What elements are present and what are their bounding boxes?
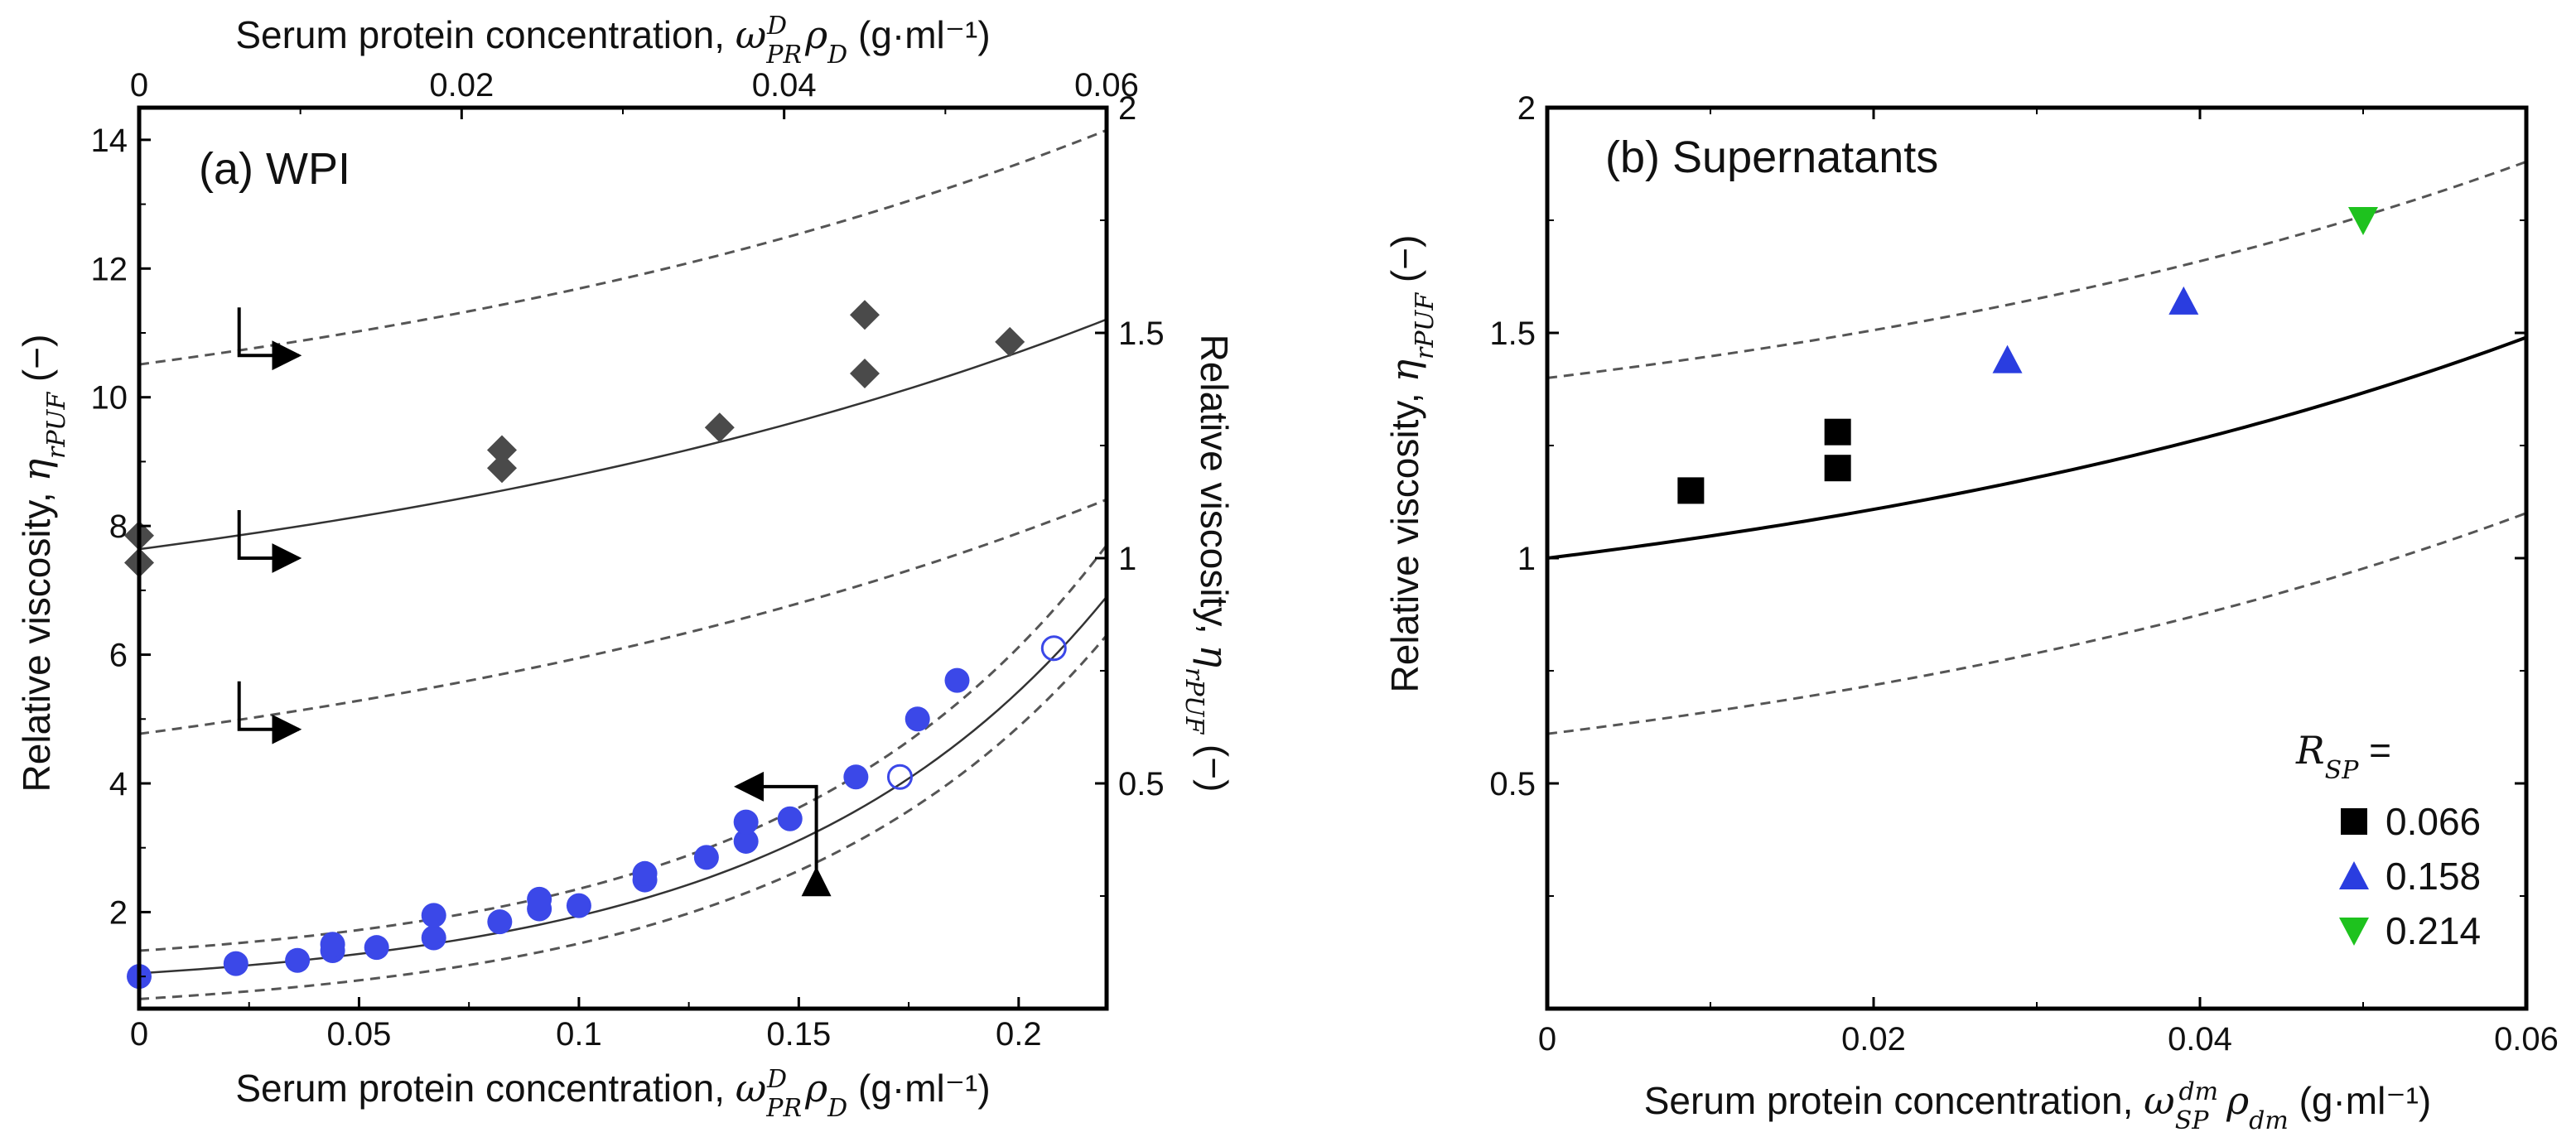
panel-b-curve-0 <box>1547 335 2526 560</box>
panel-a-axis-arrows <box>237 307 832 897</box>
panel-b-x-axis-title: Serum protein concentration, ωSPdm ρdm (g… <box>1644 1077 2432 1135</box>
panel-b-ticks: 0 0.02 0.04 0.06 0.5 1 1.5 2 <box>1489 90 2559 1058</box>
left-axis-indicator-arrow <box>734 771 832 897</box>
right-axis-indicator-arrow-1 <box>237 510 302 573</box>
a-left-tick-label: 12 <box>91 251 128 287</box>
panel-a-series-2-point-5 <box>850 358 880 388</box>
panel-a-curve-0 <box>139 318 1107 551</box>
panel-a-series-1-point-1 <box>1040 635 1067 662</box>
panel-a-series-0-point-2 <box>285 947 311 973</box>
legend-title: RSP = <box>2295 728 2391 785</box>
b-x-tick-label: 0.02 <box>1841 1021 1906 1058</box>
panel-a-left-axis-title: Relative viscosity, ηrPUF (−) <box>14 335 71 793</box>
panel-a-series-0-point-19 <box>904 706 930 732</box>
a-bottom-tick-label: 0.05 <box>327 1016 392 1053</box>
panel-a-label: (a) WPI <box>199 144 350 194</box>
a-right-tick-label: 1.5 <box>1118 316 1165 352</box>
legend-marker-0 <box>2341 808 2367 835</box>
panel-b-series-0-point-1 <box>1824 455 1851 482</box>
panel-b-markers <box>1677 207 2378 504</box>
panel-b-series-0-point-2 <box>1824 418 1851 446</box>
b-y-tick-label: 0.5 <box>1489 766 1536 802</box>
b-x-tick-label: 0.04 <box>2168 1021 2232 1058</box>
panel-a-series-0-point-17 <box>777 806 803 831</box>
panel-b-legend: RSP = 0.066 0.158 0.214 <box>2295 728 2481 952</box>
panel-a-ticks: 0 0.05 0.1 0.15 0.20 0.02 0.04 0.0624681012140.… <box>91 67 1165 1053</box>
a-bottom-tick-label: 0.15 <box>766 1016 831 1053</box>
panel-a-right-axis-title: Relative viscosity, ηrPUF (−) <box>1180 335 1237 793</box>
panel-b-y-axis-title: Relative viscosity, ηrPUF (−) <box>1382 235 1440 693</box>
panel-a-curves <box>139 128 1107 1000</box>
a-right-tick-label: 2 <box>1118 90 1136 127</box>
legend-marker-2 <box>2339 918 2369 946</box>
panel-a-series-0-point-20 <box>944 667 970 693</box>
a-left-tick-label: 8 <box>109 508 128 545</box>
b-y-tick-label: 1 <box>1517 541 1536 577</box>
a-top-tick-label: 0.02 <box>429 67 494 104</box>
legend-label-2: 0.214 <box>2385 909 2481 952</box>
panel-a-curve-3 <box>139 595 1107 975</box>
panel-a-series-0-point-11 <box>566 893 591 918</box>
a-right-tick-label: 0.5 <box>1118 766 1165 802</box>
panel-a: 0 0.05 0.1 0.15 0.20 0.02 0.04 0.0624681012140.… <box>14 12 1237 1123</box>
panel-a-series-0-point-16 <box>733 809 759 835</box>
a-left-tick-label: 14 <box>91 123 128 159</box>
a-bottom-tick-label: 0.1 <box>556 1016 602 1053</box>
panel-a-series-2-point-4 <box>704 412 735 443</box>
panel-a-series-2-point-3 <box>487 453 517 484</box>
legend-marker-1 <box>2339 861 2369 889</box>
panel-a-bottom-axis-title: Serum protein concentration, ωPRD ρD (g·m… <box>235 1065 990 1123</box>
a-left-tick-label: 2 <box>109 894 128 931</box>
panel-a-top-axis-title: Serum protein concentration, ωPRD ρD (g·m… <box>235 12 990 70</box>
legend-label-1: 0.158 <box>2385 855 2481 898</box>
panel-b-curve-1 <box>1547 160 2526 379</box>
panel-a-series-0-point-6 <box>421 925 446 951</box>
panel-a-series-0-point-13 <box>632 860 658 886</box>
panel-a-curve-4 <box>139 544 1107 952</box>
panel-a-series-0-point-4 <box>320 932 345 957</box>
panel-a-series-0-point-1 <box>223 951 248 976</box>
panel-a-series-2-point-6 <box>850 300 880 330</box>
panel-a-series-0-point-7 <box>421 903 446 928</box>
panel-a-curve-2 <box>139 498 1107 735</box>
a-left-tick-label: 6 <box>109 638 128 674</box>
panel-b-series-1-point-0 <box>1992 344 2023 373</box>
a-left-tick-label: 4 <box>109 766 128 802</box>
panel-b-plot-frame <box>1545 105 2529 1011</box>
panel-b-series-1-point-1 <box>2168 286 2199 315</box>
panel-a-series-0-point-8 <box>487 909 513 935</box>
panel-b-label: (b) Supernatants <box>1605 132 1938 182</box>
a-left-tick-label: 10 <box>91 380 128 417</box>
panel-a-curve-5 <box>139 634 1107 1000</box>
right-axis-indicator-arrow-0 <box>237 307 302 371</box>
a-bottom-tick-label: 0 <box>130 1016 148 1053</box>
panel-a-series-0-point-10 <box>527 886 552 912</box>
panel-b-curves <box>1547 160 2526 735</box>
panel-a-series-2-point-7 <box>995 326 1025 357</box>
panel-a-series-0-point-18 <box>843 764 869 790</box>
a-top-tick-label: 0.04 <box>752 67 817 104</box>
panel-b-curve-2 <box>1547 512 2526 735</box>
panel-a-markers <box>124 300 1067 990</box>
right-axis-indicator-arrow-2 <box>237 681 302 744</box>
b-x-tick-label: 0.06 <box>2494 1021 2559 1058</box>
b-y-tick-label: 1.5 <box>1489 316 1536 352</box>
a-bottom-tick-label: 0.2 <box>996 1016 1042 1053</box>
a-top-tick-label: 0.06 <box>1074 67 1139 104</box>
panel-b: 0 0.02 0.04 0.06 0.5 1 1.5 2 (b) Supernatants S… <box>1382 90 2559 1135</box>
b-y-tick-label: 2 <box>1517 90 1536 127</box>
legend-label-0: 0.066 <box>2385 800 2481 843</box>
panel-b-series-0-point-0 <box>1677 477 1705 504</box>
panel-a-series-1-point-0 <box>886 764 913 790</box>
legend-items: 0.066 0.158 0.214 <box>2339 800 2481 952</box>
panel-a-series-2-point-2 <box>487 435 517 465</box>
panel-b-series-2-point-0 <box>2348 207 2378 235</box>
b-x-tick-label: 0 <box>1538 1021 1556 1058</box>
a-top-tick-label: 0 <box>130 67 148 104</box>
panel-a-series-0-point-5 <box>364 935 389 961</box>
panel-a-series-0-point-14 <box>693 845 719 870</box>
a-right-tick-label: 1 <box>1118 541 1136 577</box>
